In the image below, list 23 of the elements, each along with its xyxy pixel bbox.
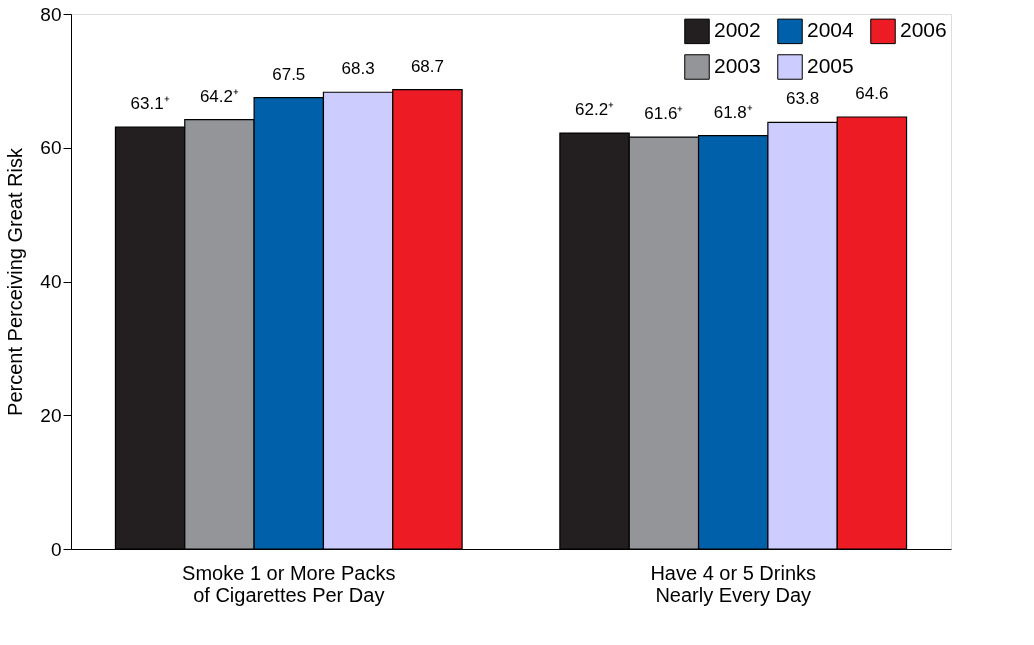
y-tick-label: 20 xyxy=(40,404,62,426)
legend-label: 2004 xyxy=(807,18,855,42)
legend-label: 2005 xyxy=(807,54,854,77)
legend-label: 2006 xyxy=(900,18,947,42)
y-axis-title: Percent Perceiving Great Risk xyxy=(4,147,27,416)
data-label: 63.8 xyxy=(786,89,820,109)
y-tick-label: 0 xyxy=(50,538,62,560)
legend-label: 2003 xyxy=(714,54,761,77)
data-label: 67.5 xyxy=(272,64,306,84)
y-tick-label: 40 xyxy=(40,271,62,292)
data-label: 63.1⁺ xyxy=(130,94,170,114)
data-label: 61.6⁺ xyxy=(644,104,684,124)
y-tick-label: 60 xyxy=(40,137,62,159)
data-label: 61.8⁺ xyxy=(713,102,753,122)
data-label: 64.6 xyxy=(855,83,889,103)
x-tick-label: Have 4 or 5 Drinks Nearly Every Day xyxy=(650,561,817,606)
data-label: 68.3 xyxy=(341,59,375,79)
data-label: 68.7 xyxy=(410,56,444,76)
data-label: 62.2⁺ xyxy=(575,100,615,120)
x-tick-label: Smoke 1 or More Packs of Cigarettes Per Day xyxy=(182,561,396,606)
data-label: 64.2⁺ xyxy=(199,86,239,106)
y-tick-label: 80 xyxy=(40,3,62,25)
legend-label: 2002 xyxy=(714,18,761,42)
